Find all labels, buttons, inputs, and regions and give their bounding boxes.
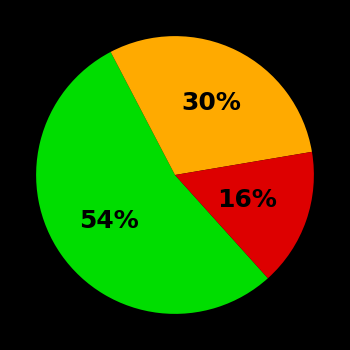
Wedge shape (36, 52, 268, 314)
Text: 30%: 30% (181, 91, 241, 115)
Text: 16%: 16% (217, 188, 277, 212)
Text: 54%: 54% (79, 209, 139, 233)
Wedge shape (175, 152, 314, 278)
Wedge shape (111, 36, 312, 175)
